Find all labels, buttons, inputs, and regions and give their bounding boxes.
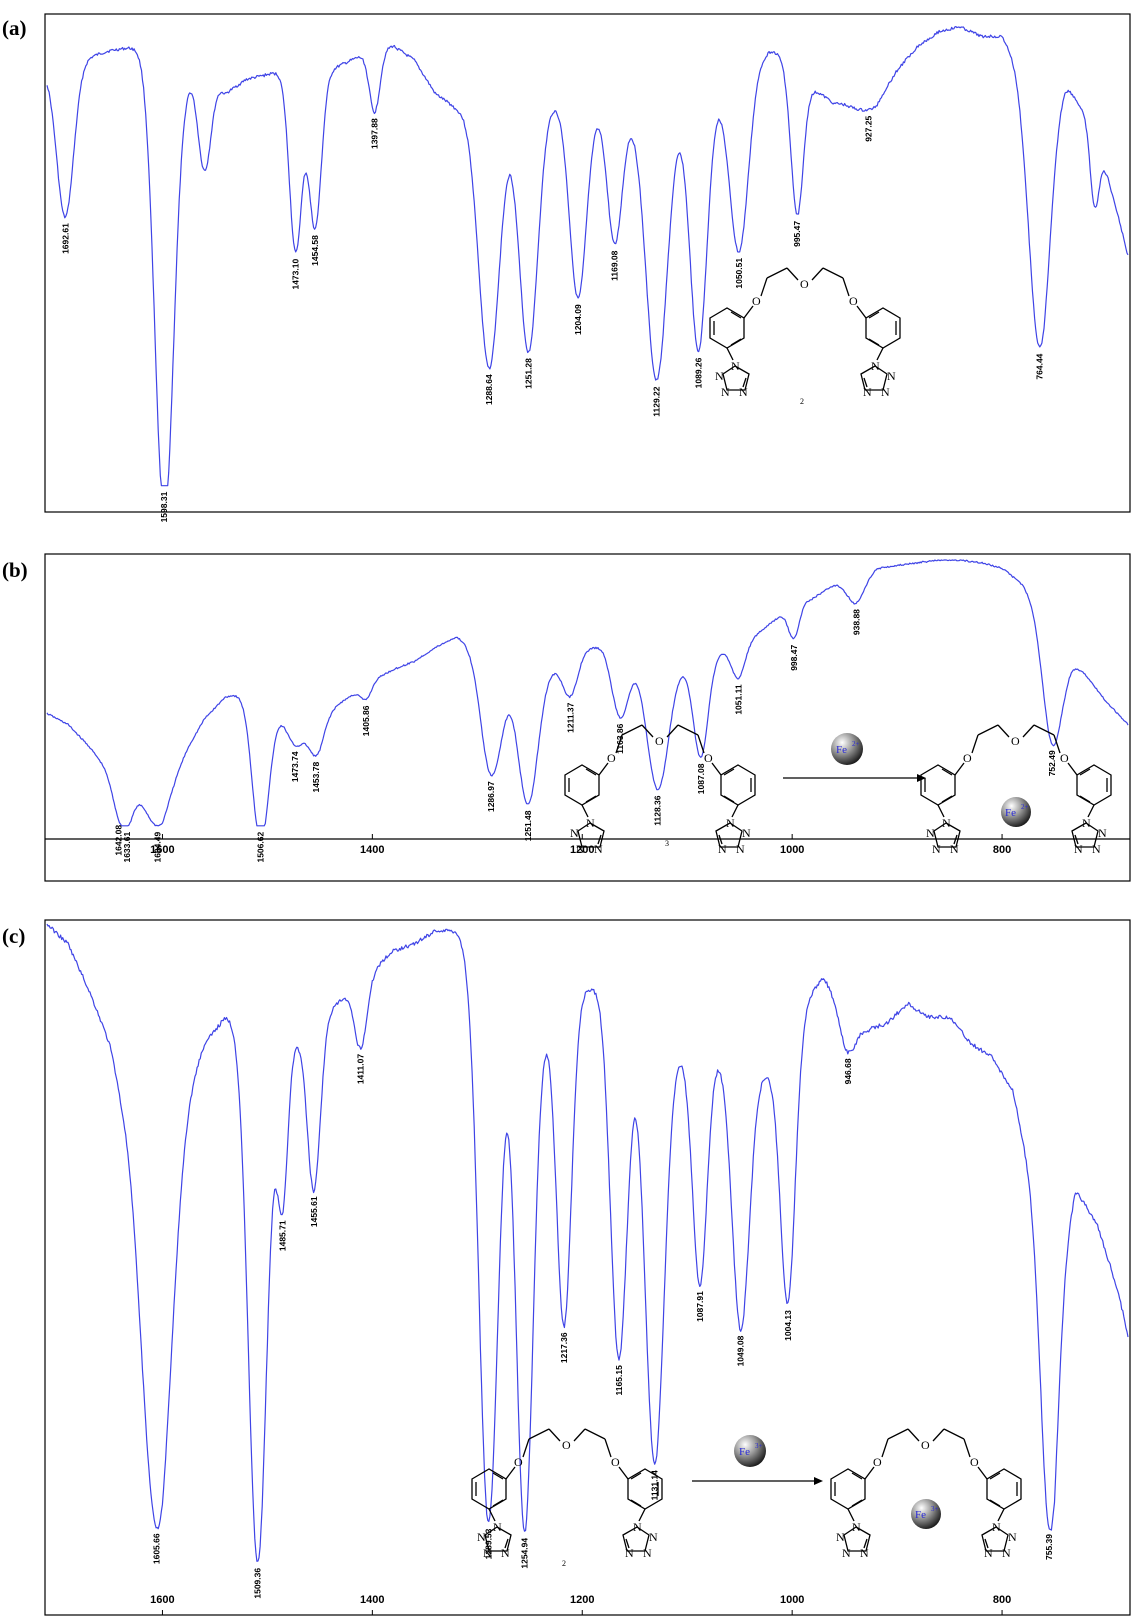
peak-label: 1454.58	[310, 235, 320, 266]
fe-complex-ball-b	[1001, 797, 1031, 827]
peak-label: 1087.08	[696, 763, 706, 794]
ion-label-b: Fe	[836, 744, 847, 756]
peak-label: 1598.31	[159, 491, 169, 522]
compound-number-a: 2	[800, 397, 804, 406]
peak-label: 1485.71	[277, 1220, 287, 1251]
ion-charge-b: 2+	[852, 740, 860, 748]
reaction-scheme-b: 3 Fe 2+ Fe 2+	[564, 724, 1112, 857]
peak-label: 1289.53	[483, 1528, 493, 1559]
peak-label: 755.39	[1044, 1534, 1054, 1560]
fe-ion-ball-c	[734, 1435, 766, 1467]
compound-number-b: 3	[665, 839, 669, 848]
peak-label: 1692.61	[60, 223, 70, 254]
x-tick-label: 1000	[780, 1594, 804, 1606]
fe-ion-ball-b	[831, 733, 863, 765]
peak-label: 1455.61	[309, 1196, 319, 1227]
peak-label: 1211.37	[565, 702, 575, 733]
complex-ion-charge-c: 3+	[931, 1505, 939, 1513]
peak-label: 1169.08	[610, 250, 620, 281]
fe-complex-ball-c	[911, 1499, 941, 1529]
panel-a-frame	[44, 13, 1131, 513]
peak-label: 1397.88	[370, 118, 380, 149]
ion-charge-c: 3+	[755, 1442, 763, 1450]
peak-label: 1251.28	[523, 358, 533, 389]
x-axis-ticks-c: 1600 1400 1200 1000 800	[150, 1594, 1011, 1615]
reaction-scheme-c: 2 Fe 3+ Fe 3+	[471, 1428, 1022, 1568]
peak-label: 1128.36	[652, 795, 662, 826]
peak-label: 1642.08	[113, 825, 123, 856]
peak-label: 1405.86	[361, 705, 371, 736]
complex-ion-label-c: Fe	[915, 1509, 926, 1521]
peak-label: 1129.22	[652, 386, 662, 417]
peak-label: 1089.26	[694, 357, 704, 388]
complex-ion-label-b: Fe	[1005, 807, 1016, 819]
peak-label: 1049.08	[736, 1335, 746, 1366]
peak-label: 1506.62	[256, 832, 266, 863]
complex-ion-charge-b: 2+	[1021, 803, 1029, 811]
peak-label: 938.88	[851, 609, 861, 635]
peak-label: 1165.15	[614, 1365, 624, 1396]
x-tick-label: 800	[993, 1594, 1011, 1606]
peak-label: 764.44	[1034, 353, 1044, 379]
panel-b-frame	[44, 553, 1131, 882]
x-tick-label: 1200	[570, 1594, 594, 1606]
panel-c-frame	[44, 919, 1131, 1616]
peak-label: 1605.66	[152, 1533, 162, 1564]
peak-labels-a: 1692.61 1598.31 1473.10 1454.58 1397.88 1288.…	[60, 116, 1044, 523]
panel-label-b: (b)	[2, 558, 28, 582]
peak-label: 1473.10	[291, 259, 301, 290]
peak-label: 1251.48	[523, 810, 533, 841]
arrow-head-c	[814, 1477, 823, 1485]
peak-label: 995.47	[792, 221, 802, 247]
peak-label: 1604.49	[153, 832, 163, 863]
peak-label: 998.47	[789, 645, 799, 671]
spectrum-c	[46, 923, 1129, 1562]
x-tick-label: 1000	[780, 844, 804, 856]
panel-label-c: (c)	[2, 924, 25, 948]
peak-label: 1633.61	[122, 832, 132, 863]
x-tick-label: 1400	[360, 844, 384, 856]
spectrum-b	[46, 559, 1129, 827]
peak-label: 927.25	[864, 116, 874, 142]
peak-label: 1131.14	[650, 1470, 660, 1501]
ion-label-c: Fe	[739, 1446, 750, 1458]
peak-label: 1087.91	[695, 1291, 705, 1322]
spectrum-a	[46, 26, 1129, 487]
peak-label: 1004.13	[783, 1310, 793, 1341]
x-tick-label: 1600	[150, 1594, 174, 1606]
peak-label: 1453.78	[311, 762, 321, 793]
peak-label: 1204.09	[573, 304, 583, 335]
peak-label: 752.49	[1047, 750, 1057, 776]
peak-label: 1217.36	[559, 1332, 569, 1363]
peak-labels-c: 1605.66 1509.36 1485.71 1455.61 1411.07 1289.…	[152, 1054, 1054, 1599]
peak-label: 1286.97	[486, 781, 496, 812]
molecule-structure-a: 2	[709, 267, 901, 406]
peak-label: 1254.94	[520, 1538, 530, 1569]
peak-label: 1473.74	[290, 751, 300, 782]
peak-label: 1051.11	[734, 684, 744, 715]
peak-label: 1050.51	[734, 258, 744, 289]
panel-label-a: (a)	[2, 16, 27, 40]
compound-number-c: 2	[562, 1559, 566, 1568]
x-tick-label: 1400	[360, 1594, 384, 1606]
x-tick-label: 800	[993, 844, 1011, 856]
peak-label: 946.68	[843, 1058, 853, 1084]
peak-label: 1411.07	[356, 1054, 366, 1085]
x-tick-label: 1600	[150, 844, 174, 856]
peak-label: 1509.36	[253, 1568, 263, 1599]
peak-label: 1288.64	[484, 374, 494, 405]
